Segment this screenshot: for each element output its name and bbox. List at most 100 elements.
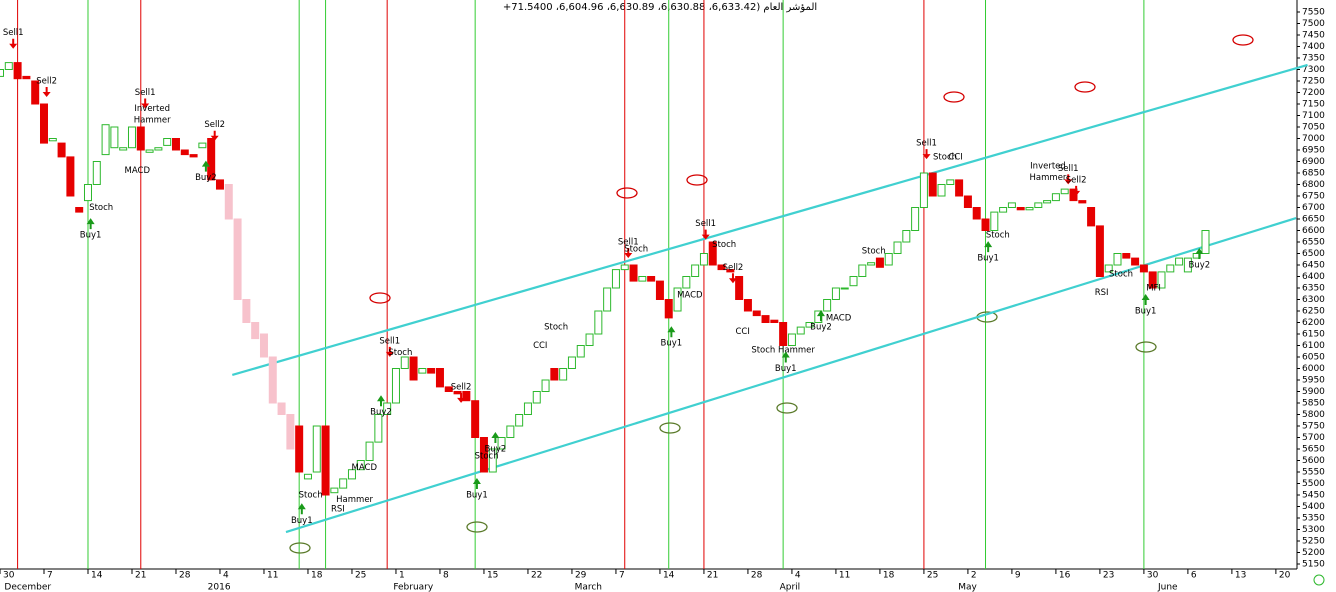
candle	[92, 161, 101, 185]
x-tick-label: 16	[1059, 571, 1071, 581]
signal-label: Hammer	[134, 116, 171, 126]
candle	[963, 195, 972, 208]
buy-arrow	[667, 326, 676, 338]
x-tick-label: 18	[883, 571, 895, 581]
signal-label: Buy2	[810, 323, 832, 333]
x-tick-label: 4	[795, 571, 801, 581]
signal-label: Sell1	[1058, 164, 1079, 174]
candle	[928, 172, 937, 197]
y-tick-label: 5800	[1302, 410, 1325, 420]
candle	[136, 126, 145, 151]
plot-area	[0, 0, 1297, 569]
candle	[347, 469, 356, 480]
candle	[523, 402, 532, 415]
signal-label: Stoch	[299, 491, 323, 501]
signal-label: Stoch	[986, 231, 1010, 241]
candle	[981, 218, 990, 231]
signal-label: Stoch	[544, 323, 568, 333]
candle	[752, 310, 761, 317]
signal-label: RSI	[1095, 288, 1109, 298]
sell-arrow	[728, 273, 737, 284]
candle	[1139, 264, 1148, 273]
candle	[1087, 207, 1096, 227]
candle	[585, 333, 594, 346]
status-icon	[1313, 574, 1325, 586]
candle	[171, 138, 180, 151]
buy-arrow	[816, 310, 825, 322]
y-tick-label: 5650	[1302, 445, 1325, 455]
candle	[902, 230, 911, 243]
sell-arrow	[42, 87, 51, 97]
x-tick-label: 22	[531, 571, 542, 581]
x-tick-label: 2	[971, 571, 977, 581]
candle	[48, 138, 57, 142]
candle	[1122, 253, 1131, 259]
signal-label: MACD	[352, 463, 378, 473]
y-tick-label: 6400	[1302, 272, 1325, 282]
signal-label: Sell1	[618, 238, 639, 248]
sell-arrow	[1072, 185, 1081, 196]
month-label: December	[4, 583, 51, 592]
signal-icons	[289, 34, 1254, 554]
x-tick-label: 14	[663, 571, 675, 581]
candle	[779, 322, 788, 346]
candle	[101, 124, 110, 156]
candle	[515, 414, 524, 427]
candle	[1034, 202, 1043, 208]
candle	[224, 184, 233, 220]
y-tick-label: 5400	[1302, 502, 1325, 512]
candle	[867, 262, 876, 266]
signal-label: Sell2	[36, 77, 57, 87]
y-tick-label: 5250	[1302, 537, 1325, 547]
candle	[726, 269, 735, 273]
buy-arrow	[984, 241, 993, 253]
candle	[251, 322, 260, 340]
y-tick-label: 6700	[1302, 203, 1325, 213]
y-tick-label: 5700	[1302, 433, 1325, 443]
x-tick-label: 18	[311, 571, 323, 581]
candle	[391, 368, 400, 404]
y-tick-label: 6600	[1302, 226, 1325, 236]
candle	[946, 179, 955, 185]
x-tick-label: 28	[751, 571, 763, 581]
candle	[603, 287, 612, 312]
candle	[110, 126, 119, 149]
y-tick-label: 5350	[1302, 514, 1325, 524]
candle	[207, 138, 216, 181]
candle	[699, 253, 708, 266]
sell-arrow	[141, 98, 150, 109]
signal-label: Stoch	[712, 240, 736, 250]
candle	[13, 62, 22, 80]
signal-label: CCI	[735, 327, 749, 337]
x-tick-label: 30	[3, 571, 15, 581]
candle	[1025, 207, 1034, 211]
y-tick-label: 5950	[1302, 376, 1325, 386]
candle	[22, 75, 31, 80]
buy-arrow	[201, 160, 210, 172]
candle	[919, 172, 928, 208]
signal-label: Buy1	[661, 339, 683, 349]
candle	[955, 179, 964, 197]
sell-arrow	[9, 38, 18, 49]
x-tick-label: 23	[1103, 571, 1114, 581]
candle	[990, 211, 999, 232]
candle	[823, 299, 832, 312]
signal-label: Buy2	[195, 173, 217, 183]
x-tick-label: 14	[91, 571, 103, 581]
y-tick-label: 7300	[1302, 65, 1325, 75]
candle	[506, 425, 515, 438]
buy-arrow	[377, 395, 386, 407]
candle	[409, 356, 418, 381]
signal-label: Sell1	[916, 139, 937, 149]
y-tick-label: 6100	[1302, 341, 1325, 351]
candle	[198, 142, 207, 149]
month-label: June	[1157, 583, 1178, 592]
candle	[611, 269, 620, 289]
candle	[893, 241, 902, 254]
candle	[497, 437, 506, 450]
x-tick-label: 11	[267, 571, 278, 581]
sell-arrow	[210, 130, 219, 141]
x-tick-label: 11	[839, 571, 850, 581]
signal-label: MACD	[677, 290, 703, 300]
signal-label: Buy1	[291, 516, 313, 526]
